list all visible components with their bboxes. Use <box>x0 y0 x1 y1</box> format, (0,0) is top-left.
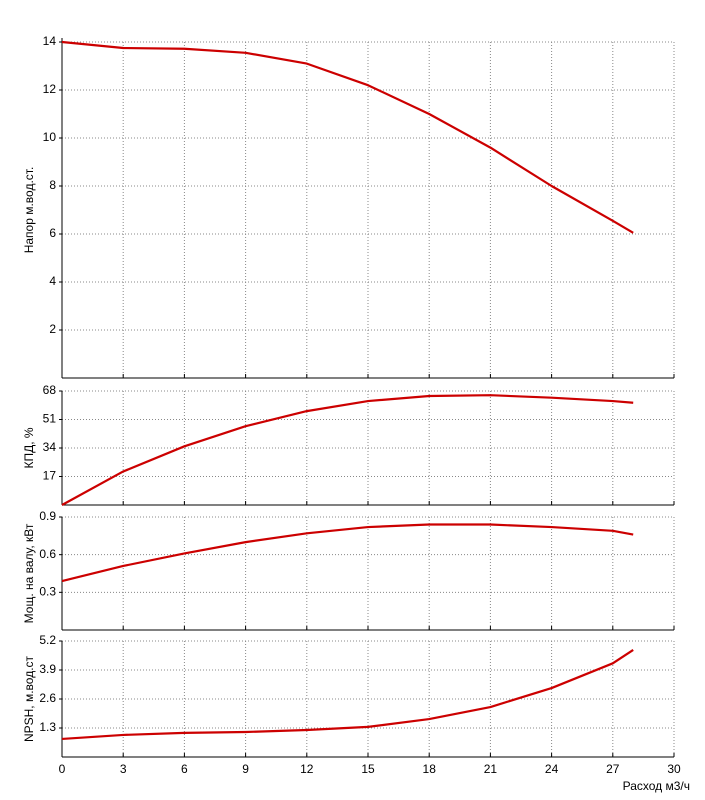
curve <box>61 394 634 506</box>
y-tick-label: 0.9 <box>39 509 56 523</box>
y-tick-label: 1.3 <box>39 720 56 734</box>
y-tick-label: 2 <box>49 322 56 336</box>
y-tick-label: 14 <box>43 34 57 48</box>
x-tick-label: 21 <box>484 762 498 776</box>
x-tick-label: 6 <box>181 762 188 776</box>
x-tick-label: 15 <box>361 762 375 776</box>
y-tick-label: 10 <box>43 130 57 144</box>
x-tick-label: 12 <box>300 762 314 776</box>
x-tick-label: 30 <box>667 762 681 776</box>
x-tick-label: 0 <box>59 762 66 776</box>
y-axis-label: Мощ. на валу, кВт <box>22 523 36 623</box>
x-tick-label: 24 <box>545 762 559 776</box>
y-tick-label: 0.3 <box>39 585 56 599</box>
y-tick-label: 12 <box>43 82 57 96</box>
y-tick-label: 34 <box>43 440 57 454</box>
y-tick-label: 6 <box>49 226 56 240</box>
y-tick-label: 0.6 <box>39 547 56 561</box>
x-tick-label: 27 <box>606 762 620 776</box>
y-tick-label: 3.9 <box>39 662 56 676</box>
y-tick-label: 8 <box>49 178 56 192</box>
y-tick-label: 4 <box>49 274 56 288</box>
y-axis-label: NPSH, м.вод.ст <box>22 655 36 742</box>
curve <box>61 40 634 234</box>
y-axis-label: КПД, % <box>22 427 36 468</box>
y-tick-label: 68 <box>43 383 57 397</box>
y-tick-label: 2.6 <box>39 691 56 705</box>
x-axis-label: Расход м3/ч <box>623 779 690 793</box>
x-tick-label: 18 <box>423 762 437 776</box>
y-axis-label: Напор м.вод.ст. <box>22 167 36 254</box>
y-tick-label: 5.2 <box>39 633 56 647</box>
curve <box>61 649 634 741</box>
y-tick-label: 17 <box>43 469 57 483</box>
x-tick-label: 9 <box>242 762 249 776</box>
x-tick-label: 3 <box>120 762 127 776</box>
y-tick-label: 51 <box>43 412 57 426</box>
curve <box>61 523 634 583</box>
